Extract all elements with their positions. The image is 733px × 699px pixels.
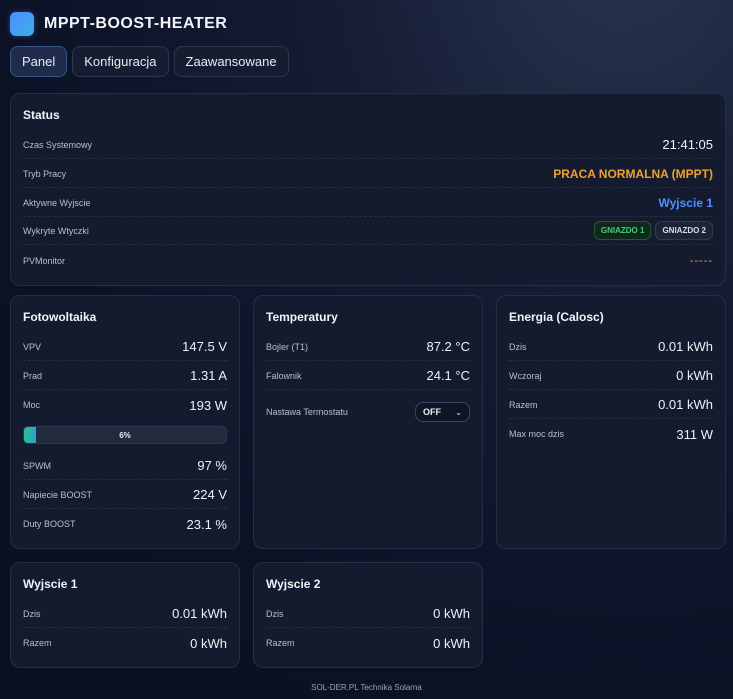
mode-value: PRACA NORMALNA (MPPT) — [553, 166, 713, 181]
energy-today-row: Dzis 0.01 kWh — [509, 333, 713, 361]
output-1-today-row: Dzis 0.01 kWh — [23, 600, 227, 628]
output-1-total-value: 0 kWh — [190, 635, 227, 651]
spwm-row: SPWM 97 % — [23, 452, 227, 480]
power-progress-text: 6% — [119, 430, 131, 440]
thermostat-select-value: OFF — [423, 407, 441, 417]
pvmonitor-row: PVMonitor ----- — [23, 247, 713, 275]
temps-card: Temperatury Bojler (T1) 87.2 °C Falownik… — [253, 295, 483, 549]
app-header: MPPT-BOOST-HEATER — [10, 12, 227, 36]
current-value: 1.31 A — [190, 368, 227, 383]
power-value: 193 W — [189, 397, 227, 413]
energy-total-label: Razem — [509, 399, 538, 410]
energy-max-row: Max moc dzis 311 W — [509, 420, 713, 448]
output-1-card: Wyjscie 1 Dzis 0.01 kWh Razem 0 kWh — [10, 562, 240, 668]
plugs-label: Wykryte Wtyczki — [23, 225, 89, 236]
energy-yesterday-row: Wczoraj 0 kWh — [509, 362, 713, 390]
tab-bar: Panel Konfiguracja Zaawansowane — [10, 46, 289, 77]
pv-card: Fotowoltaika VPV 147.5 V Prad 1.31 A Moc… — [10, 295, 240, 549]
app-title: MPPT-BOOST-HEATER — [44, 15, 228, 32]
output-2-today-row: Dzis 0 kWh — [266, 600, 470, 628]
active-output-label: Aktywne Wyjscie — [23, 197, 91, 208]
energy-total-row: Razem 0.01 kWh — [509, 391, 713, 419]
system-time-value: 21:41:05 — [662, 137, 713, 152]
duty-label: Duty BOOST — [23, 519, 76, 529]
status-card: Status Czas Systemowy 21:41:05 Tryb Prac… — [10, 93, 726, 286]
energy-yesterday-value: 0 kWh — [676, 368, 713, 383]
pv-title: Fotowoltaika — [23, 310, 97, 324]
output-1-title: Wyjscie 1 — [23, 577, 78, 591]
spwm-value: 97 % — [197, 458, 227, 473]
energy-yesterday-label: Wczoraj — [509, 370, 542, 381]
output-2-title: Wyjscie 2 — [266, 577, 321, 591]
boiler-row: Bojler (T1) 87.2 °C — [266, 333, 470, 361]
output-2-today-label: Dzis — [266, 608, 284, 619]
output-2-total-value: 0 kWh — [433, 635, 470, 651]
energy-today-label: Dzis — [509, 341, 527, 352]
output-1-today-value: 0.01 kWh — [172, 606, 227, 621]
app-logo — [10, 12, 34, 36]
energy-max-label: Max moc dzis — [509, 429, 565, 439]
energy-title: Energia (Calosc) — [509, 310, 604, 324]
tab-panel[interactable]: Panel — [10, 46, 68, 77]
output-1-today-label: Dzis — [23, 608, 41, 619]
output-1-total-row: Razem 0 kWh — [23, 629, 227, 657]
boiler-label: Bojler (T1) — [266, 341, 309, 352]
pvmonitor-value: ----- — [689, 255, 713, 267]
system-time-row: Czas Systemowy 21:41:05 — [23, 131, 713, 159]
mode-row: Tryb Pracy PRACA NORMALNA (MPPT) — [23, 160, 713, 188]
energy-today-value: 0.01 kWh — [658, 339, 713, 354]
system-time-label: Czas Systemowy — [23, 139, 93, 150]
temps-title: Temperatury — [266, 310, 338, 324]
energy-total-value: 0.01 kWh — [658, 397, 713, 412]
plug-1-badge: GNIAZDO 1 — [593, 221, 652, 240]
vpv-row: VPV 147.5 V — [23, 333, 227, 361]
inverter-label: Falownik — [266, 370, 302, 381]
energy-max-value: 311 W — [676, 426, 713, 442]
thermostat-select[interactable]: OFF ⌄ — [415, 402, 470, 422]
inverter-value: 24.1 °C — [426, 368, 470, 383]
boost-voltage-label: Napiecie BOOST — [23, 489, 93, 500]
duty-value: 23.1 % — [186, 516, 227, 532]
current-row: Prad 1.31 A — [23, 362, 227, 390]
tab-zaawansowane[interactable]: Zaawansowane — [173, 46, 289, 77]
power-progress-fill — [24, 427, 37, 443]
power-row: Moc 193 W — [23, 391, 227, 419]
plug-2-badge: GNIAZDO 2 — [655, 221, 713, 240]
footer-text: SOL-DER.PL Technika Solarna — [311, 683, 422, 692]
active-output-value: Wyjscie 1 — [658, 195, 713, 210]
inverter-row: Falownik 24.1 °C — [266, 362, 470, 390]
thermostat-label: Nastawa Termostatu — [266, 407, 348, 417]
thermostat-row: Nastawa Termostatu OFF ⌄ — [266, 398, 470, 426]
power-label: Moc — [23, 400, 41, 410]
spwm-label: SPWM — [23, 460, 51, 471]
output-2-total-row: Razem 0 kWh — [266, 629, 470, 657]
boost-voltage-row: Napiecie BOOST 224 V — [23, 481, 227, 509]
mode-label: Tryb Pracy — [23, 168, 67, 179]
output-1-total-label: Razem — [23, 638, 52, 648]
energy-card: Energia (Calosc) Dzis 0.01 kWh Wczoraj 0… — [496, 295, 726, 549]
status-title: Status — [23, 108, 60, 122]
duty-row: Duty BOOST 23.1 % — [23, 510, 227, 538]
plugs-chips: GNIAZDO 1 GNIAZDO 2 — [593, 221, 713, 240]
vpv-value: 147.5 V — [182, 339, 227, 354]
pvmonitor-label: PVMonitor — [23, 256, 66, 266]
current-label: Prad — [23, 370, 43, 381]
boost-voltage-value: 224 V — [193, 487, 227, 502]
tab-konfiguracja[interactable]: Konfiguracja — [72, 46, 169, 77]
boiler-value: 87.2 °C — [426, 339, 470, 354]
output-2-today-value: 0 kWh — [433, 606, 470, 621]
output-2-total-label: Razem — [266, 638, 295, 648]
power-progress-bar: 6% — [23, 426, 227, 444]
chevron-down-icon: ⌄ — [455, 407, 462, 417]
plugs-row: Wykryte Wtyczki GNIAZDO 1 GNIAZDO 2 — [23, 217, 713, 245]
active-output-row: Aktywne Wyjscie Wyjscie 1 — [23, 189, 713, 217]
output-2-card: Wyjscie 2 Dzis 0 kWh Razem 0 kWh — [253, 562, 483, 668]
vpv-label: VPV — [23, 341, 42, 352]
